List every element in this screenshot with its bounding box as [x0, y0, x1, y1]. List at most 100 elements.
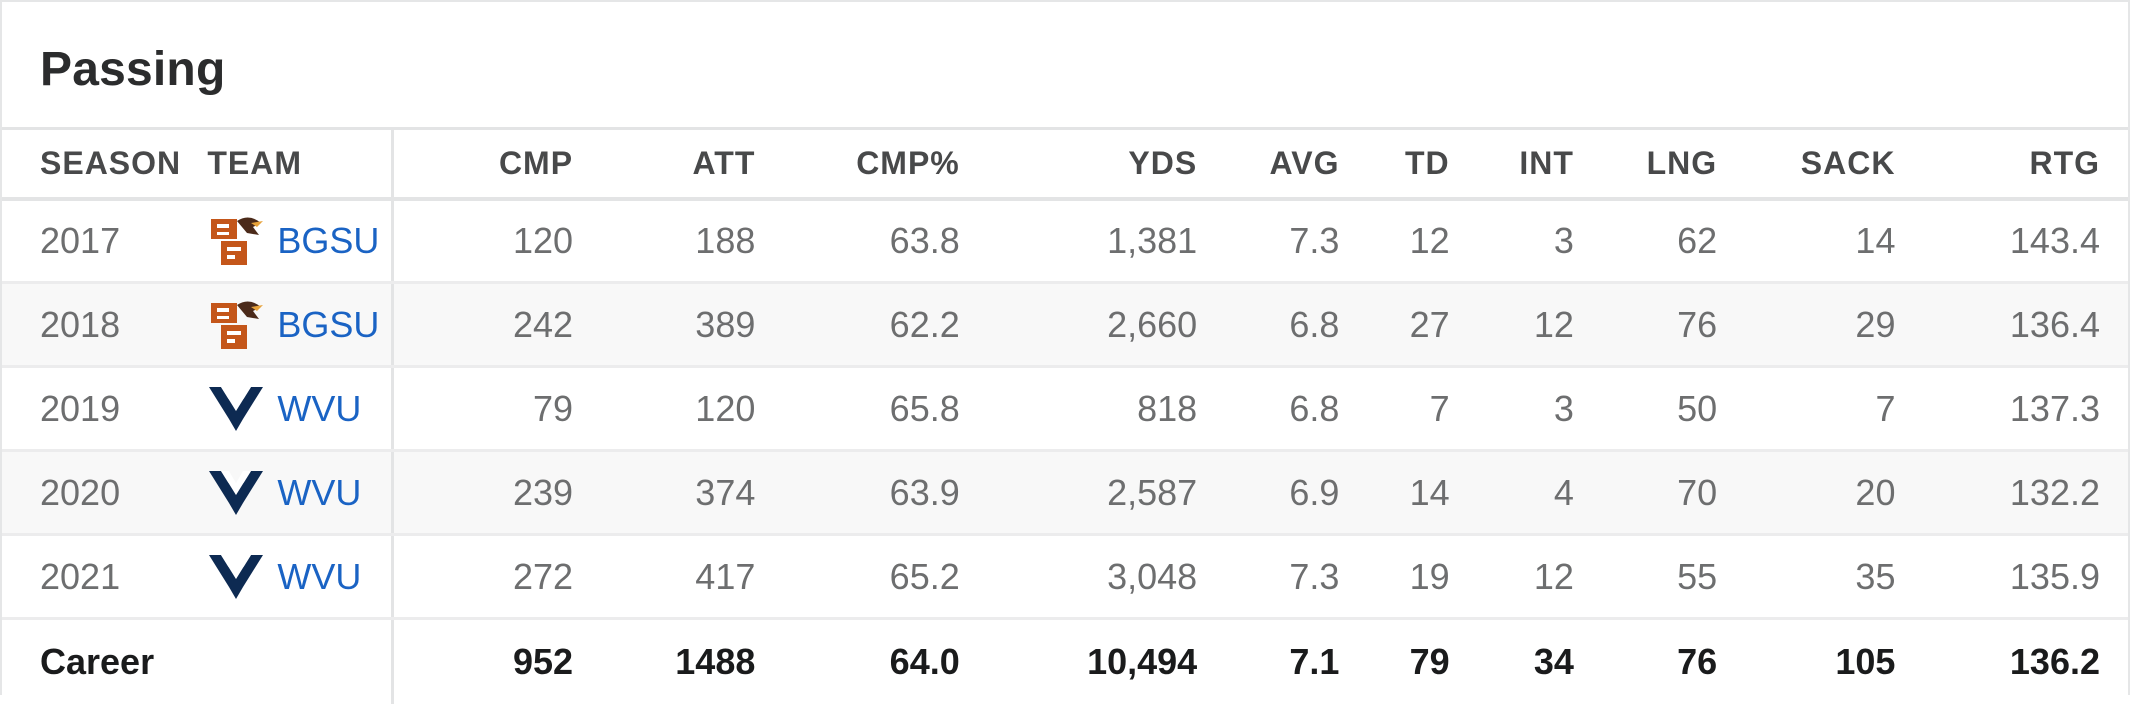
- td-cell: 19: [1339, 535, 1449, 619]
- lng-cell: 70: [1574, 451, 1717, 535]
- table-header-row: SEASON TEAM CMP ATT CMP% YDS AVG TD INT …: [2, 129, 2128, 199]
- season-cell: 2019: [2, 367, 207, 451]
- int-cell: 12: [1450, 283, 1574, 367]
- cmp-pct-cell: 65.8: [755, 367, 959, 451]
- table-row: 2020 WVU 239 374 63.9 2,587 6.9: [2, 451, 2128, 535]
- career-cmp-cell: 952: [393, 619, 573, 704]
- avg-cell: 7.3: [1197, 535, 1339, 619]
- col-header-sack[interactable]: SACK: [1717, 129, 1895, 199]
- int-cell: 12: [1450, 535, 1574, 619]
- cmp-cell: 120: [393, 199, 573, 283]
- rtg-cell: 137.3: [1895, 367, 2128, 451]
- lng-cell: 55: [1574, 535, 1717, 619]
- cmp-pct-cell: 63.8: [755, 199, 959, 283]
- career-lng-cell: 76: [1574, 619, 1717, 704]
- int-cell: 3: [1450, 367, 1574, 451]
- team-cell: BGSU: [207, 283, 392, 367]
- lng-cell: 62: [1574, 199, 1717, 283]
- int-cell: 3: [1450, 199, 1574, 283]
- avg-cell: 7.3: [1197, 199, 1339, 283]
- section-title: Passing: [40, 42, 225, 97]
- rtg-cell: 135.9: [1895, 535, 2128, 619]
- table-row: 2021 WVU 272 417 65.2 3,048 7.3: [2, 535, 2128, 619]
- td-cell: 27: [1339, 283, 1449, 367]
- career-yds-cell: 10,494: [960, 619, 1197, 704]
- col-header-td[interactable]: TD: [1339, 129, 1449, 199]
- cmp-pct-cell: 65.2: [755, 535, 959, 619]
- avg-cell: 6.8: [1197, 283, 1339, 367]
- int-cell: 4: [1450, 451, 1574, 535]
- yds-cell: 2,587: [960, 451, 1197, 535]
- team-link[interactable]: WVU: [277, 388, 361, 430]
- wvu-logo-icon[interactable]: [207, 549, 265, 605]
- sack-cell: 20: [1717, 451, 1895, 535]
- passing-stats-table: SEASON TEAM CMP ATT CMP% YDS AVG TD INT …: [2, 127, 2128, 704]
- season-cell: 2017: [2, 199, 207, 283]
- table-row: 2017 BGSU: [2, 199, 2128, 283]
- career-sack-cell: 105: [1717, 619, 1895, 704]
- att-cell: 389: [573, 283, 755, 367]
- att-cell: 188: [573, 199, 755, 283]
- col-header-yds[interactable]: YDS: [960, 129, 1197, 199]
- lng-cell: 76: [1574, 283, 1717, 367]
- bgsu-logo-icon[interactable]: [207, 213, 265, 269]
- att-cell: 120: [573, 367, 755, 451]
- lng-cell: 50: [1574, 367, 1717, 451]
- rtg-cell: 132.2: [1895, 451, 2128, 535]
- rtg-cell: 143.4: [1895, 199, 2128, 283]
- col-header-team[interactable]: TEAM: [207, 129, 392, 199]
- team-link[interactable]: BGSU: [277, 220, 379, 262]
- season-cell: 2021: [2, 535, 207, 619]
- wvu-logo-icon[interactable]: [207, 381, 265, 437]
- career-rtg-cell: 136.2: [1895, 619, 2128, 704]
- cmp-cell: 272: [393, 535, 573, 619]
- sack-cell: 29: [1717, 283, 1895, 367]
- col-header-avg[interactable]: AVG: [1197, 129, 1339, 199]
- bgsu-logo-icon[interactable]: [207, 297, 265, 353]
- td-cell: 12: [1339, 199, 1449, 283]
- season-cell: 2018: [2, 283, 207, 367]
- cmp-cell: 79: [393, 367, 573, 451]
- career-int-cell: 34: [1450, 619, 1574, 704]
- cmp-cell: 239: [393, 451, 573, 535]
- career-cmp-pct-cell: 64.0: [755, 619, 959, 704]
- col-header-cmp-pct[interactable]: CMP%: [755, 129, 959, 199]
- td-cell: 14: [1339, 451, 1449, 535]
- avg-cell: 6.8: [1197, 367, 1339, 451]
- att-cell: 417: [573, 535, 755, 619]
- career-att-cell: 1488: [573, 619, 755, 704]
- sack-cell: 35: [1717, 535, 1895, 619]
- team-link[interactable]: WVU: [277, 472, 361, 514]
- wvu-logo-icon[interactable]: [207, 465, 265, 521]
- col-header-int[interactable]: INT: [1450, 129, 1574, 199]
- col-header-cmp[interactable]: CMP: [393, 129, 573, 199]
- cmp-pct-cell: 63.9: [755, 451, 959, 535]
- yds-cell: 2,660: [960, 283, 1197, 367]
- team-cell: WVU: [207, 451, 392, 535]
- yds-cell: 3,048: [960, 535, 1197, 619]
- col-header-season[interactable]: SEASON: [2, 129, 207, 199]
- sack-cell: 7: [1717, 367, 1895, 451]
- sack-cell: 14: [1717, 199, 1895, 283]
- table-row: 2018 BGSU: [2, 283, 2128, 367]
- team-link[interactable]: BGSU: [277, 304, 379, 346]
- team-cell: BGSU: [207, 199, 392, 283]
- team-link[interactable]: WVU: [277, 556, 361, 598]
- att-cell: 374: [573, 451, 755, 535]
- col-header-rtg[interactable]: RTG: [1895, 129, 2128, 199]
- career-label: Career: [2, 619, 393, 704]
- cmp-cell: 242: [393, 283, 573, 367]
- col-header-lng[interactable]: LNG: [1574, 129, 1717, 199]
- avg-cell: 6.9: [1197, 451, 1339, 535]
- col-header-att[interactable]: ATT: [573, 129, 755, 199]
- career-avg-cell: 7.1: [1197, 619, 1339, 704]
- rtg-cell: 136.4: [1895, 283, 2128, 367]
- season-cell: 2020: [2, 451, 207, 535]
- table-row: 2019 WVU 79 120 65.8 818 6.8: [2, 367, 2128, 451]
- yds-cell: 1,381: [960, 199, 1197, 283]
- cmp-pct-cell: 62.2: [755, 283, 959, 367]
- team-cell: WVU: [207, 535, 392, 619]
- career-td-cell: 79: [1339, 619, 1449, 704]
- yds-cell: 818: [960, 367, 1197, 451]
